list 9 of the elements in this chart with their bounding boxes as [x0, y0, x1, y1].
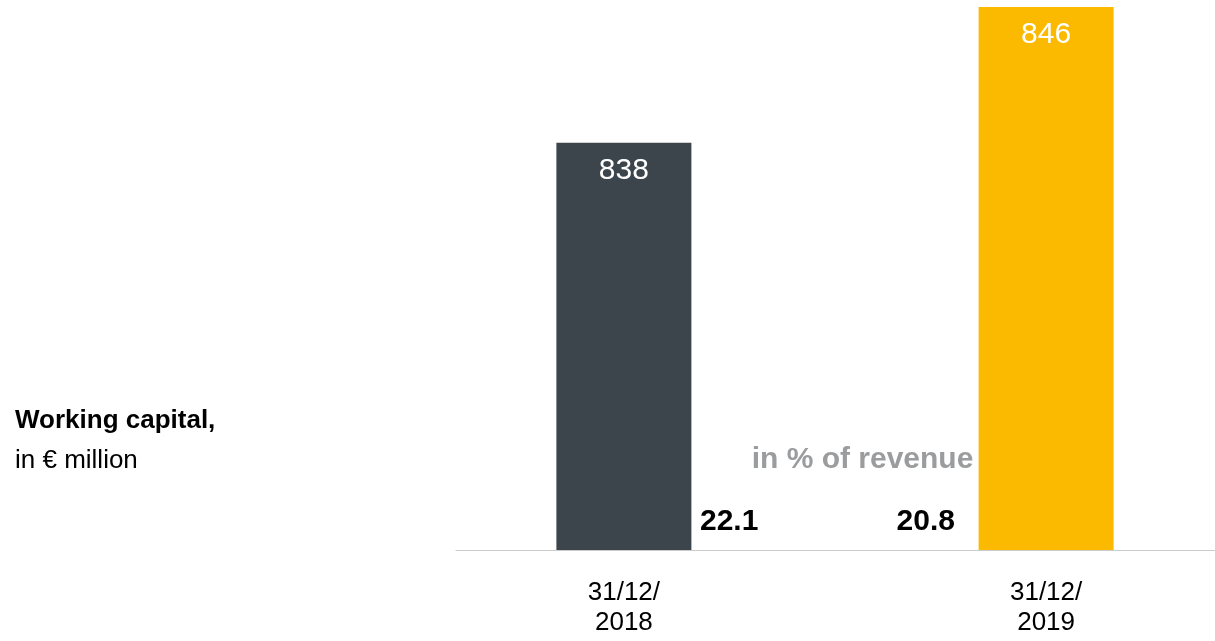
annotation: 22.1 [700, 503, 759, 536]
text: in € million [15, 444, 138, 474]
annotation: in % of revenue [751, 441, 974, 474]
x-tick-label: 31/12/ 2018 [587, 575, 661, 636]
annotation: 20.8 [896, 503, 955, 536]
data-label: 838 [598, 151, 649, 185]
text: Working capital, [15, 404, 216, 434]
x-tick-label: 31/12/ 2019 [1009, 575, 1084, 636]
data-label: 846 [1021, 16, 1072, 49]
